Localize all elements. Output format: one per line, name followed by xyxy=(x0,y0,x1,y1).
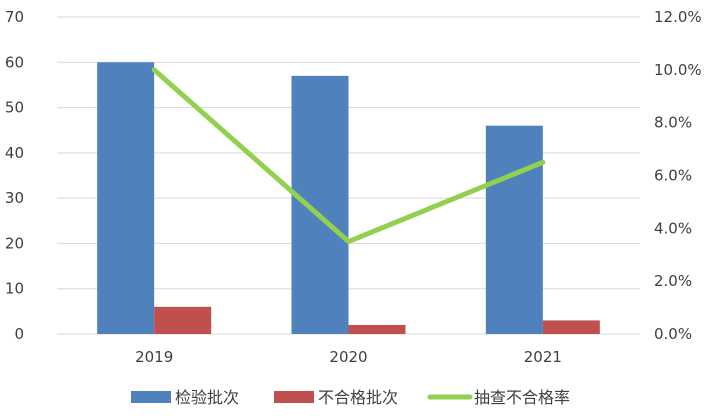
legend: 检验批次 不合格批次 抽查不合格率 xyxy=(131,388,570,407)
x-tick-label: 2020 xyxy=(329,348,367,366)
right-tick-label: 0.0% xyxy=(654,325,692,343)
left-tick-label: 60 xyxy=(5,53,24,71)
left-tick-label: 30 xyxy=(5,189,24,207)
left-tick-label: 20 xyxy=(5,234,24,252)
left-tick-label: 0 xyxy=(14,325,24,343)
right-tick-label: 12.0% xyxy=(654,8,702,26)
bar-inspected xyxy=(291,75,349,334)
left-tick-label: 40 xyxy=(5,144,24,162)
legend-swatch xyxy=(274,391,314,403)
left-tick-label: 50 xyxy=(5,99,24,117)
right-tick-label: 4.0% xyxy=(654,219,692,237)
bar-inspected xyxy=(97,62,155,335)
bar-inspected xyxy=(485,125,543,334)
legend-label: 抽查不合格率 xyxy=(474,388,570,407)
bar-series-group xyxy=(97,62,600,335)
right-tick-label: 8.0% xyxy=(654,114,692,132)
bar-failed xyxy=(154,306,212,334)
left-axis: 0 10 20 30 40 50 60 70 xyxy=(5,8,24,343)
legend-label: 检验批次 xyxy=(175,388,239,407)
right-tick-label: 6.0% xyxy=(654,167,692,185)
left-tick-label: 70 xyxy=(5,8,24,26)
right-axis: 0.0% 2.0% 4.0% 6.0% 8.0% 10.0% 12.0% xyxy=(654,8,702,343)
right-tick-label: 10.0% xyxy=(654,61,702,79)
legend-swatch xyxy=(131,391,171,403)
bar-failed xyxy=(542,320,600,334)
x-axis: 2019 2020 2021 xyxy=(135,348,562,366)
right-tick-label: 2.0% xyxy=(654,272,692,290)
bar-failed xyxy=(348,324,406,334)
x-tick-label: 2019 xyxy=(135,348,173,366)
left-tick-label: 10 xyxy=(5,280,24,298)
legend-label: 不合格批次 xyxy=(318,388,398,407)
x-tick-label: 2021 xyxy=(524,348,562,366)
line-series-group xyxy=(151,67,546,245)
